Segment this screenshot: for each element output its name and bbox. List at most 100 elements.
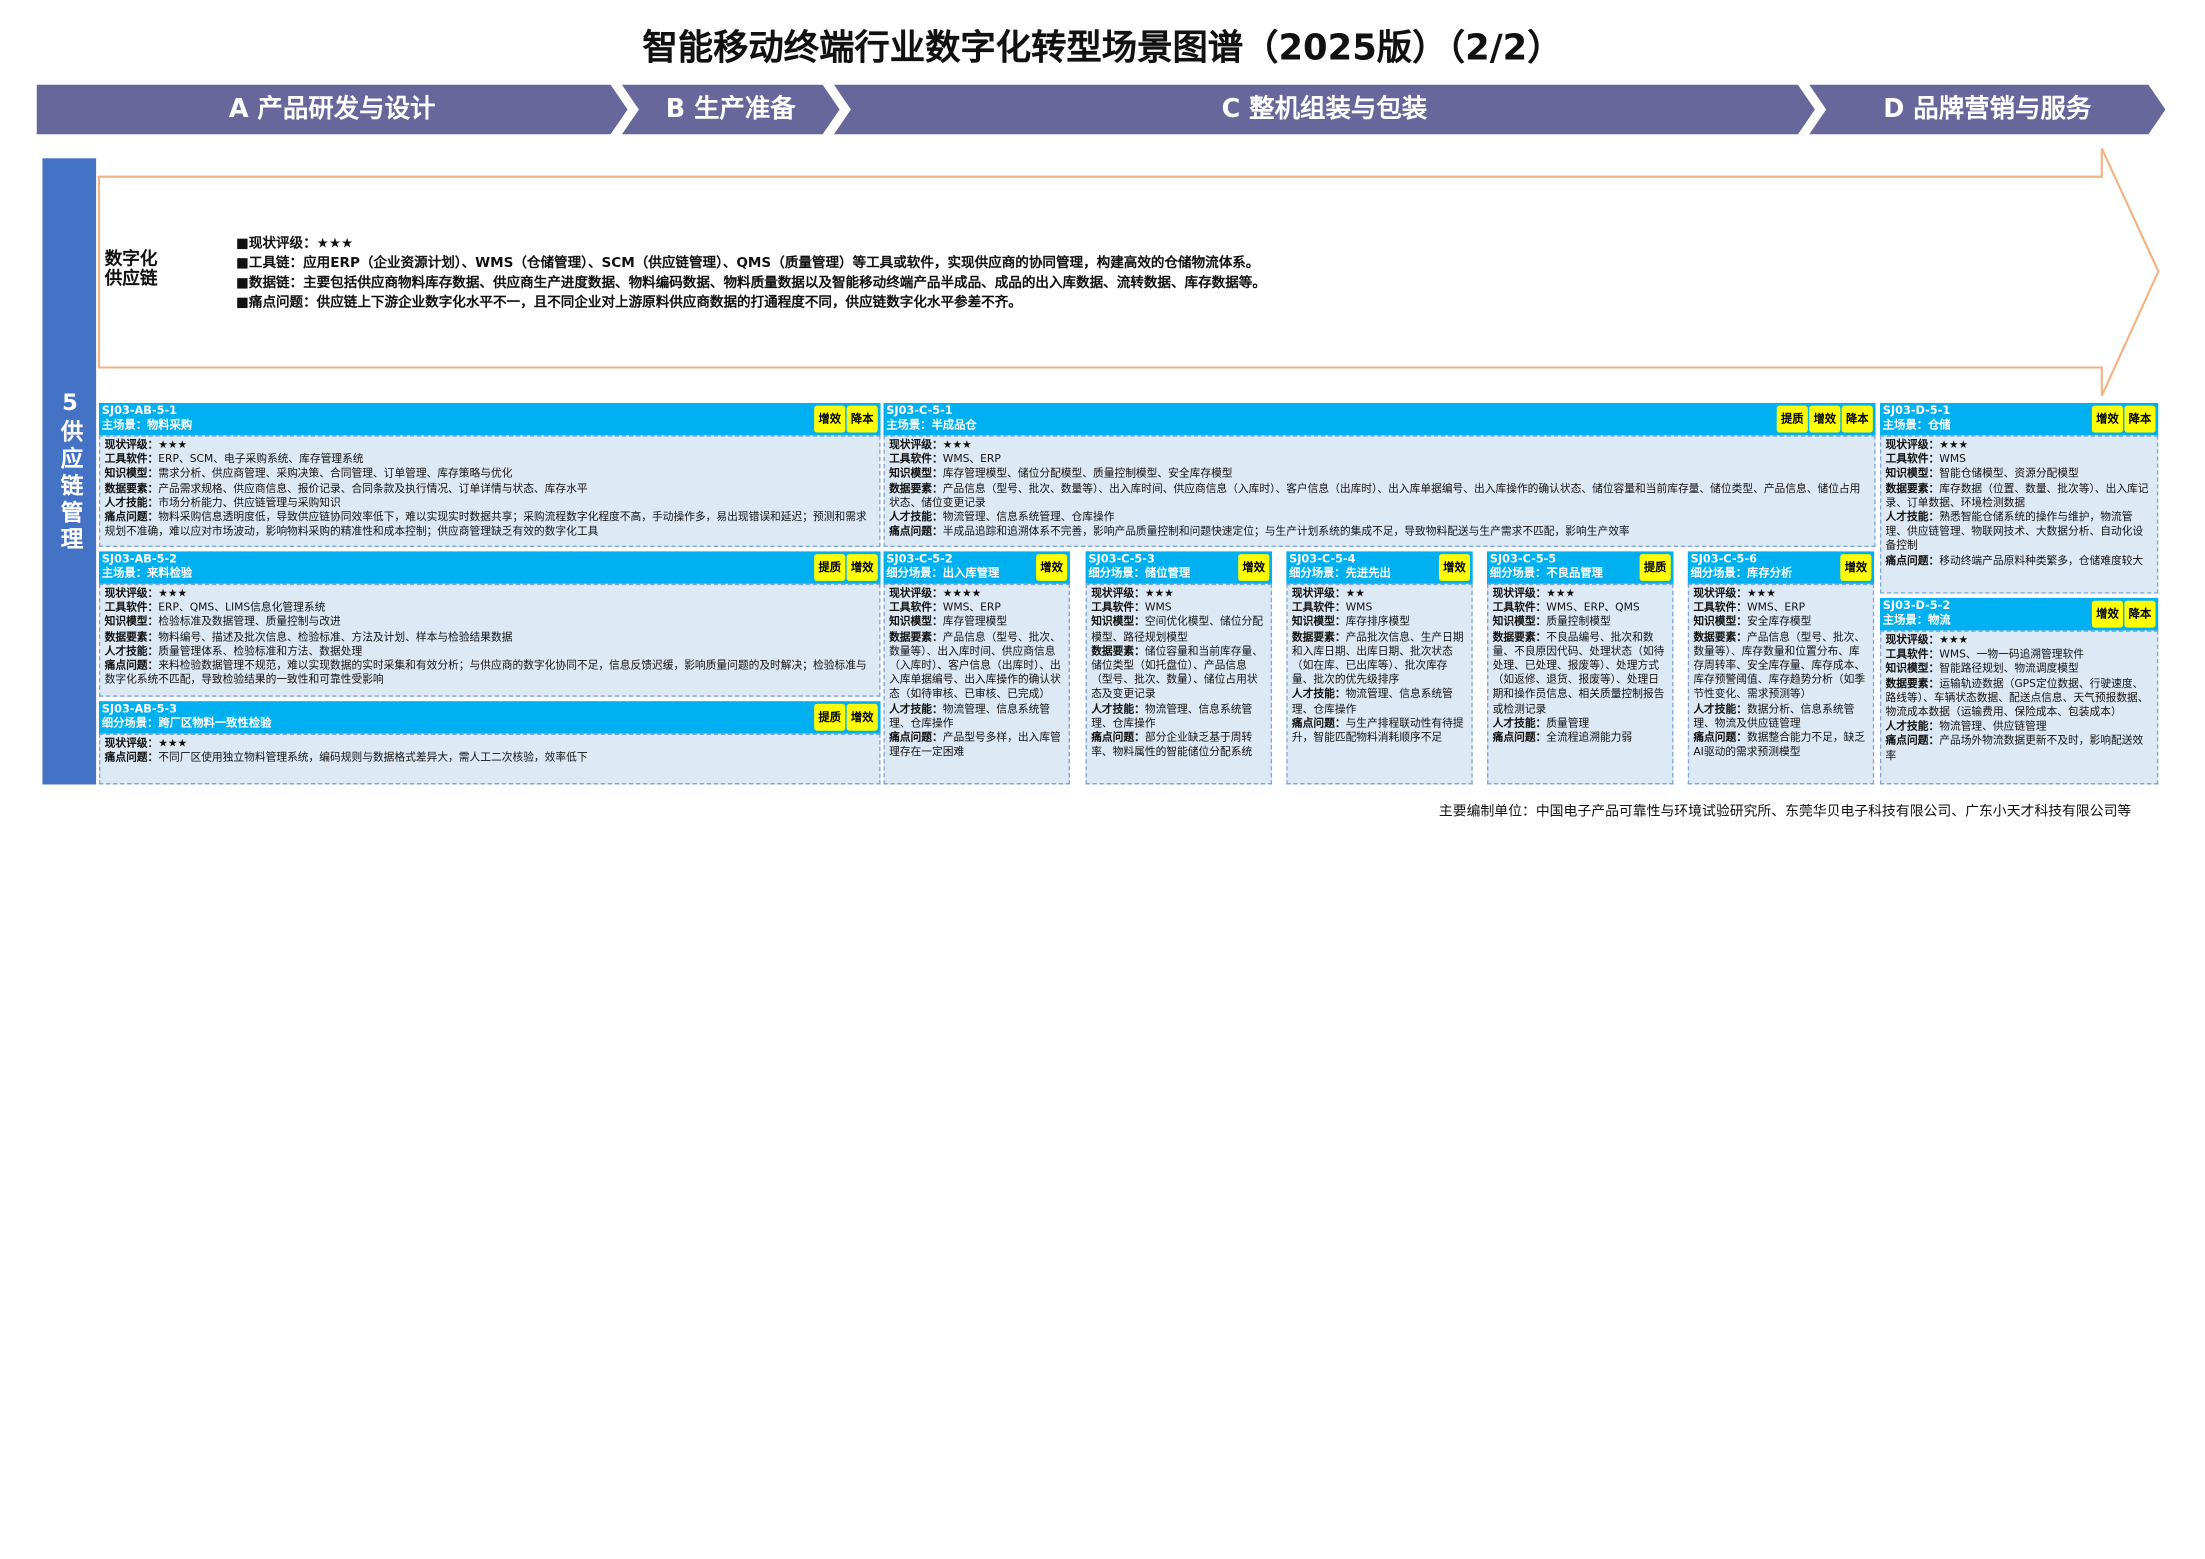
- field-label: 工具软件：: [104, 452, 159, 466]
- tag: 提质: [1639, 554, 1671, 581]
- card-field: 痛点问题：产品场外物流数据更新不及时，影响配送效率: [1886, 734, 2153, 763]
- footer: 主要编制单位：中国电子产品可靠性与环境试验研究所、东莞华贝电子科技有限公司、广东…: [1438, 804, 2132, 820]
- field-label: 现状评级：: [1693, 586, 1747, 600]
- field-value: ★★★: [158, 438, 188, 451]
- field-value: 产品信息（型号、批次、数量等）、库存数量和位置分布、库存周转率、安全库存量、库存…: [1693, 629, 1866, 701]
- card-field: 人才技能：质量管理体系、检验标准和方法、数据处理: [105, 644, 875, 658]
- field-value: 库存数据（位置、数量、批次等）、出入库记录、订单数据、环境检测数据: [1885, 481, 2149, 509]
- field-label: 工具软件：: [1291, 601, 1346, 614]
- card-scene: 细分场景：储位管理: [1088, 566, 1191, 580]
- card-field: 人才技能：物流管理、信息系统管理、仓库操作: [889, 702, 1064, 731]
- card-field: 数据要素：储位容量和当前库存量、储位类型（如托盘位）、产品信息（型号、批次、数量…: [1091, 644, 1266, 702]
- tag: 降本: [846, 405, 878, 433]
- scene-card: SJ03-C-5-3 细分场景：储位管理 增效 现状评级：★★★ 工具软件：WMS 知识模…: [1085, 551, 1273, 785]
- card-header: SJ03-C-5-6 细分场景：库存分析 增效: [1687, 551, 1875, 584]
- field-value: 产品场外物流数据更新不及时，影响配送效率: [1885, 734, 2144, 762]
- field-value: 需求分析、供应商管理、采购决策、合同管理、订单管理、库存策略与优化: [158, 467, 513, 480]
- field-label: 工具软件：: [1492, 601, 1547, 614]
- field-label: 人才技能：: [104, 644, 159, 657]
- card-body: 现状评级：★★★ 工具软件：WMS、一物一码追溯管理软件 知识模型：智能路径规划、物…: [1879, 630, 2159, 785]
- field-value: 数据分析、信息系统管理、物流及供应链管理: [1693, 701, 1855, 730]
- field-value: 库存排序模型: [1345, 615, 1410, 629]
- card-header: SJ03-AB-5-2 主场景：来料检验 提质 增效: [98, 551, 881, 584]
- card-field: 现状评级：★★★: [1886, 633, 2153, 647]
- card-field: 数据要素：物料编号、描述及批次信息、检验标准、方法及计划、样本与检验结果数据: [105, 630, 875, 644]
- card-field: 痛点问题：来料检验数据管理不规范，难以实现数据的实时采集和有效分析；与供应商的数…: [105, 659, 875, 688]
- card-header: SJ03-C-5-3 细分场景：储位管理 增效: [1085, 551, 1273, 584]
- card-field: 数据要素：产品信息（型号、批次、数量等）、出入库时间、供应商信息（入库时）、客户…: [889, 481, 1870, 510]
- tag: 降本: [2124, 405, 2156, 433]
- field-value: 智能路径规划、物流调度模型: [1939, 662, 2079, 675]
- field-label: 人才技能：: [1885, 719, 1940, 733]
- scene-card: SJ03-AB-5-1 主场景：物料采购 增效 降本 现状评级：★★★ 工具软件：ERP、…: [98, 402, 881, 548]
- field-value: WMS、ERP: [942, 452, 1001, 466]
- scene-card: SJ03-C-5-2 细分场景：出入库管理 增效 现状评级：★★★★ 工具软件：WMS、…: [883, 551, 1070, 785]
- field-label: 数据要素：: [1885, 676, 1940, 690]
- card-header: SJ03-C-5-2 细分场景：出入库管理 增效: [883, 551, 1070, 584]
- card-id: SJ03-C-5-2: [886, 552, 953, 566]
- card-body: 现状评级：★★★ 工具软件：ERP、SCM、电子采购系统、库存管理系统 知识模型：需…: [98, 435, 881, 548]
- field-label: 知识模型：: [889, 467, 943, 480]
- card-id: SJ03-C-5-5: [1489, 552, 1557, 566]
- card-header: SJ03-C-5-1 主场景：半成品仓 提质 增效 降本: [883, 402, 1876, 436]
- card-header: SJ03-D-5-2 主场景：物流 增效 降本: [1879, 597, 2159, 631]
- field-value: 物流管理、信息系统管理、仓库操作: [1091, 701, 1253, 730]
- field-value: 产品需求规格、供应商信息、报价记录、合同条款及执行情况、订单详情与状态、库存水平: [158, 481, 588, 495]
- field-label: 现状评级：: [1492, 586, 1547, 600]
- card-field: 数据要素：不良品编号、批次和数量、不良原因代码、处理状态（如待处理、已处理、报废…: [1493, 630, 1668, 717]
- field-label: 数据要素：: [889, 629, 943, 643]
- card-field: 人才技能：物流管理、信息系统管理、仓库操作: [1091, 702, 1266, 731]
- card-id: SJ03-AB-5-1: [101, 404, 178, 417]
- card-body: 现状评级：★★★★ 工具软件：WMS、ERP 知识模型：库存管理模型 数据要素：产品信…: [883, 583, 1070, 785]
- field-label: 工具软件：: [1091, 601, 1145, 614]
- field-value: 质量管理: [1546, 716, 1590, 730]
- field-label: 现状评级：: [889, 438, 943, 451]
- field-label: 痛点问题：: [104, 510, 159, 524]
- card-id: SJ03-C-5-1: [886, 404, 953, 417]
- card-field: 知识模型：智能仓储模型、资源分配模型: [1886, 467, 2153, 481]
- field-value: ★★★: [1939, 633, 1969, 646]
- card-body: 现状评级：★★★ 工具软件：WMS、ERP 知识模型：库存管理模型、储位分配模型、质…: [883, 435, 1876, 548]
- card-id: SJ03-C-5-3: [1088, 552, 1155, 566]
- field-value: ★★★: [1546, 586, 1576, 600]
- field-label: 痛点问题：: [104, 658, 159, 672]
- field-label: 数据要素：: [889, 481, 943, 495]
- phase-chevron: [833, 84, 1815, 135]
- card-id: SJ03-AB-5-2: [101, 552, 178, 566]
- card-field: 痛点问题：半成品追踪和追溯体系不完善，影响产品质量控制和问题快速定位；与生产计划…: [889, 525, 1870, 539]
- overview-line-label: 工具链：: [248, 255, 304, 272]
- phase-chevron: [621, 84, 840, 135]
- field-label: 痛点问题：: [1291, 716, 1346, 730]
- field-value: WMS: [1345, 601, 1373, 614]
- field-label: 痛点问题：: [104, 750, 159, 764]
- card-field: 现状评级：★★★: [889, 438, 1870, 452]
- field-value: ★★★: [942, 438, 972, 451]
- card-field: 现状评级：★★★: [105, 438, 875, 452]
- field-value: ★★★: [1939, 438, 1969, 451]
- phase-label: D 品牌营销与服务: [1883, 93, 2092, 123]
- phase-label: C 整机组装与包装: [1222, 93, 1428, 123]
- card-field: 知识模型：空间优化模型、储位分配模型、路径规划模型: [1091, 615, 1266, 644]
- card-tags: 增效: [1238, 554, 1270, 581]
- scene-card: SJ03-D-5-2 主场景：物流 增效 降本现状评级：★★★ 工具软件：WMS、一物一…: [1879, 597, 2159, 785]
- overview-line-text: 应用ERP（企业资源计划）、WMS（仓储管理）、SCM（供应链管理）、QMS（质…: [303, 255, 1260, 272]
- tag: 增效: [814, 405, 846, 433]
- page-title: 智能移动终端行业数字化转型场景图谱（2025版）（2/2）: [642, 26, 1563, 68]
- card-header: SJ03-AB-5-3 细分场景：跨厂区物料一致性检验 提质 增效: [98, 701, 881, 734]
- field-label: 知识模型：: [889, 615, 943, 629]
- field-label: 人才技能：: [1885, 510, 1940, 524]
- card-field: 知识模型：库存排序模型: [1292, 615, 1467, 629]
- field-value: ★★: [1345, 586, 1365, 600]
- field-label: 人才技能：: [1291, 687, 1346, 701]
- card-scene: 细分场景：出入库管理: [886, 566, 1000, 580]
- field-label: 工具软件：: [1693, 601, 1747, 614]
- card-field: 工具软件：WMS、一物一码追溯管理软件: [1886, 648, 2153, 662]
- card-id: SJ03-C-5-4: [1289, 552, 1356, 566]
- card-field: 痛点问题：与生产排程联动性有待提升，智能匹配物料消耗顺序不足: [1292, 716, 1467, 745]
- field-label: 痛点问题：: [1885, 734, 1940, 747]
- card-field: 数据要素：产品信息（型号、批次、数量等）、出入库时间、供应商信息（入库时）、客户…: [889, 630, 1064, 702]
- field-label: 知识模型：: [1492, 615, 1547, 629]
- card-field: 工具软件：WMS: [1292, 601, 1467, 615]
- card-field: 现状评级：★★★: [105, 736, 875, 750]
- field-value: ★★★: [1746, 586, 1776, 600]
